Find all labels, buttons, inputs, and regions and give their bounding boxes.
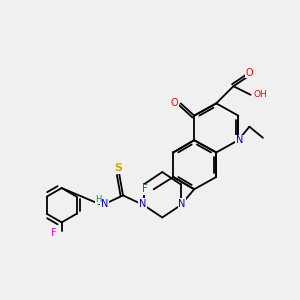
- Text: N: N: [101, 199, 108, 209]
- Text: N: N: [236, 135, 243, 145]
- Text: S: S: [114, 164, 122, 173]
- Text: F: F: [142, 184, 148, 194]
- Text: O: O: [171, 98, 178, 108]
- Text: N: N: [139, 199, 146, 209]
- Text: F: F: [52, 228, 57, 239]
- Text: H: H: [95, 195, 102, 204]
- Text: OH: OH: [254, 90, 267, 99]
- Text: O: O: [246, 68, 253, 78]
- Text: N: N: [178, 199, 186, 209]
